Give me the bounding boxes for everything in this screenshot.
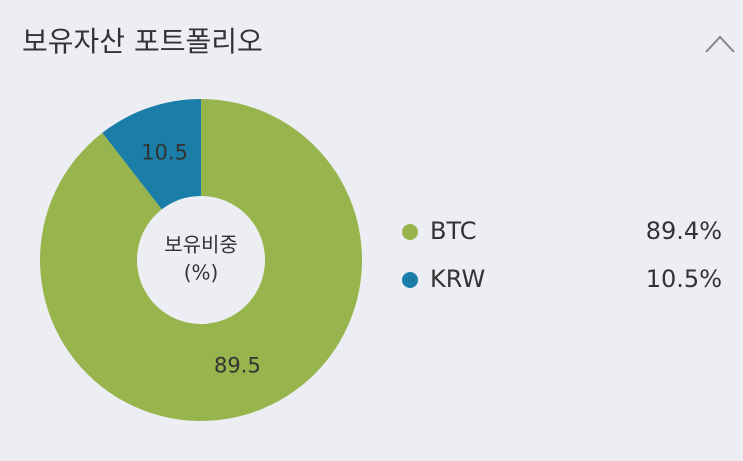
center-label: 보유비중 — [164, 233, 238, 257]
legend-dot — [402, 272, 418, 288]
slice-label: 10.5 — [141, 141, 188, 165]
center-label: (%) — [184, 261, 219, 285]
donut-slice — [102, 99, 201, 210]
collapse-button[interactable] — [705, 35, 735, 53]
legend-label: KRW — [430, 265, 485, 293]
legend-percentage: 10.5% — [646, 265, 722, 293]
donut-slice — [40, 99, 363, 421]
legend-label: BTC — [430, 217, 476, 245]
legend-dot — [402, 224, 418, 240]
legend-percentage: 89.4% — [646, 217, 722, 245]
card-title: 보유자산 포트폴리오 — [22, 25, 263, 58]
slice-label: 89.5 — [214, 353, 261, 377]
